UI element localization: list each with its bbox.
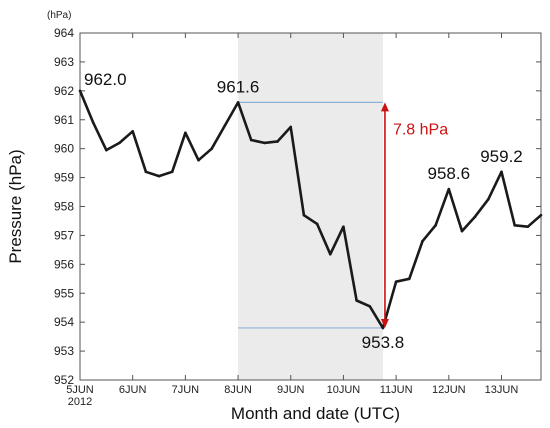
data-point	[381, 326, 385, 330]
data-point	[210, 147, 214, 150]
data-point	[249, 138, 253, 142]
data-point	[342, 225, 345, 229]
data-point	[460, 229, 464, 233]
y-tick-label: 957	[54, 228, 74, 242]
value-annotation: 958.6	[428, 164, 471, 183]
x-tick-label: 11JUN	[380, 384, 413, 396]
value-annotation: 953.8	[362, 333, 405, 352]
data-point	[355, 299, 358, 302]
data-point	[368, 304, 372, 308]
data-point	[394, 280, 398, 283]
data-point	[263, 141, 266, 145]
data-point	[315, 222, 319, 226]
x-tick-label: 8JUN	[224, 384, 252, 396]
data-point	[118, 141, 121, 145]
data-point	[328, 252, 332, 256]
x-tick-sublabel: 2012	[68, 396, 92, 408]
y-tick-label: 958	[54, 200, 74, 214]
y-tick-label: 954	[54, 315, 74, 329]
data-point	[157, 174, 161, 178]
data-point	[487, 197, 490, 201]
data-point	[91, 121, 95, 124]
x-tick-label: 6JUN	[119, 384, 147, 396]
value-annotation: 961.6	[217, 77, 260, 96]
data-point	[170, 170, 174, 174]
data-point	[197, 158, 200, 162]
data-point	[131, 130, 134, 133]
data-point	[473, 215, 477, 218]
series-line	[78, 90, 542, 330]
difference-arrow-head-top	[380, 102, 389, 112]
data-point	[513, 223, 516, 227]
x-tick-label: 5JUN	[66, 384, 94, 396]
data-point	[407, 277, 411, 281]
y-tick-label: 953	[54, 344, 74, 358]
unit-label: (hPa)	[47, 10, 71, 21]
data-point	[434, 223, 437, 227]
y-tick-label: 961	[54, 113, 74, 127]
data-point	[105, 148, 108, 152]
y-tick-label: 959	[54, 171, 74, 185]
difference-arrow-head-bottom	[380, 318, 389, 328]
x-tick-label: 9JUN	[277, 384, 305, 396]
x-tick-label: 13JUN	[485, 384, 519, 396]
data-point	[289, 125, 293, 129]
difference-label: 7.8 hPa	[393, 121, 448, 138]
x-tick-label: 10JUN	[327, 384, 361, 396]
x-tick-label: 7JUN	[172, 384, 200, 396]
x-axis-label: Month and date (UTC)	[231, 404, 400, 423]
data-point	[223, 124, 227, 127]
data-point	[500, 170, 503, 174]
data-point	[421, 239, 424, 243]
y-tick-label: 955	[54, 286, 74, 300]
y-axis-label: Pressure (hPa)	[6, 149, 25, 263]
data-point	[276, 140, 279, 143]
data-point	[78, 89, 82, 93]
y-tick-label: 960	[54, 142, 74, 156]
y-tick-label: 963	[54, 55, 74, 69]
shaded-period	[238, 33, 383, 380]
y-tick-label: 956	[54, 257, 74, 271]
y-tick-label: 962	[54, 84, 74, 98]
data-point	[184, 131, 187, 135]
data-point	[302, 213, 306, 217]
x-tick-label: 12JUN	[432, 384, 466, 396]
data-point	[144, 170, 148, 174]
value-annotation: 962.0	[84, 70, 127, 89]
y-tick-label: 952	[54, 373, 74, 387]
value-annotation: 959.2	[480, 147, 523, 166]
data-point	[447, 187, 451, 191]
data-point	[236, 101, 240, 104]
data-point	[539, 213, 543, 217]
y-tick-label: 964	[54, 26, 74, 40]
data-point	[526, 225, 530, 229]
